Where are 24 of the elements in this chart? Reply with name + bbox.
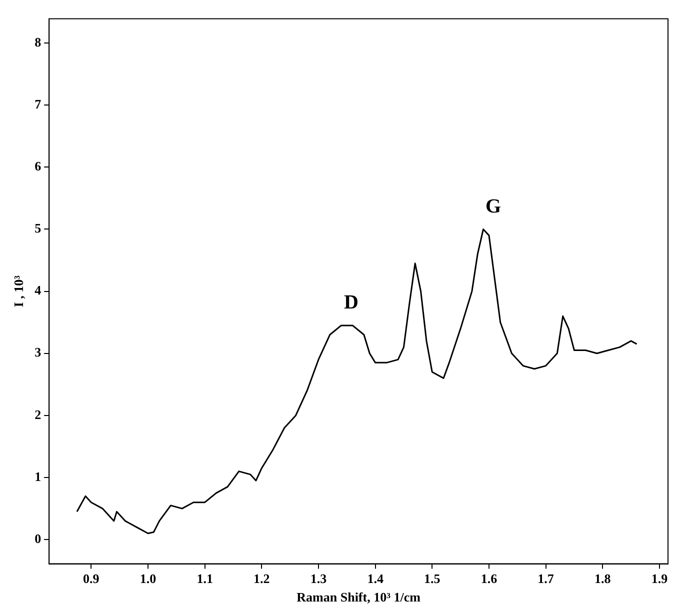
x-tick-label: 1.3 bbox=[310, 570, 328, 586]
y-tick-label: 7 bbox=[34, 96, 42, 112]
y-tick-label: 1 bbox=[34, 468, 42, 484]
y-axis-title: I , 10³ bbox=[11, 275, 26, 308]
y-tick-label: 2 bbox=[34, 406, 42, 422]
x-tick-label: 1.0 bbox=[140, 570, 156, 586]
x-tick-label: 1.9 bbox=[651, 570, 668, 586]
x-tick-label: 1.6 bbox=[480, 570, 498, 586]
y-tick-label: 0 bbox=[34, 530, 42, 546]
y-tick-label: 8 bbox=[34, 34, 42, 50]
y-tick-label: 3 bbox=[34, 344, 42, 360]
annotation: G bbox=[486, 195, 502, 218]
x-tick-label: 1.5 bbox=[424, 570, 441, 586]
x-tick-label: 1.7 bbox=[538, 570, 554, 586]
x-tick-label: 1.1 bbox=[196, 570, 213, 586]
y-tick-label: 4 bbox=[34, 282, 42, 298]
x-tick-label: 0.9 bbox=[83, 570, 100, 586]
annotation: D bbox=[344, 292, 358, 314]
x-tick-label: 1.2 bbox=[254, 570, 270, 586]
x-tick-label: 1.4 bbox=[367, 570, 384, 586]
x-axis-title: Raman Shift, 10³ 1/cm bbox=[296, 590, 421, 605]
y-tick-label: 5 bbox=[34, 220, 42, 236]
x-tick-label: 1.8 bbox=[594, 570, 612, 586]
y-tick-label: 6 bbox=[34, 158, 42, 174]
